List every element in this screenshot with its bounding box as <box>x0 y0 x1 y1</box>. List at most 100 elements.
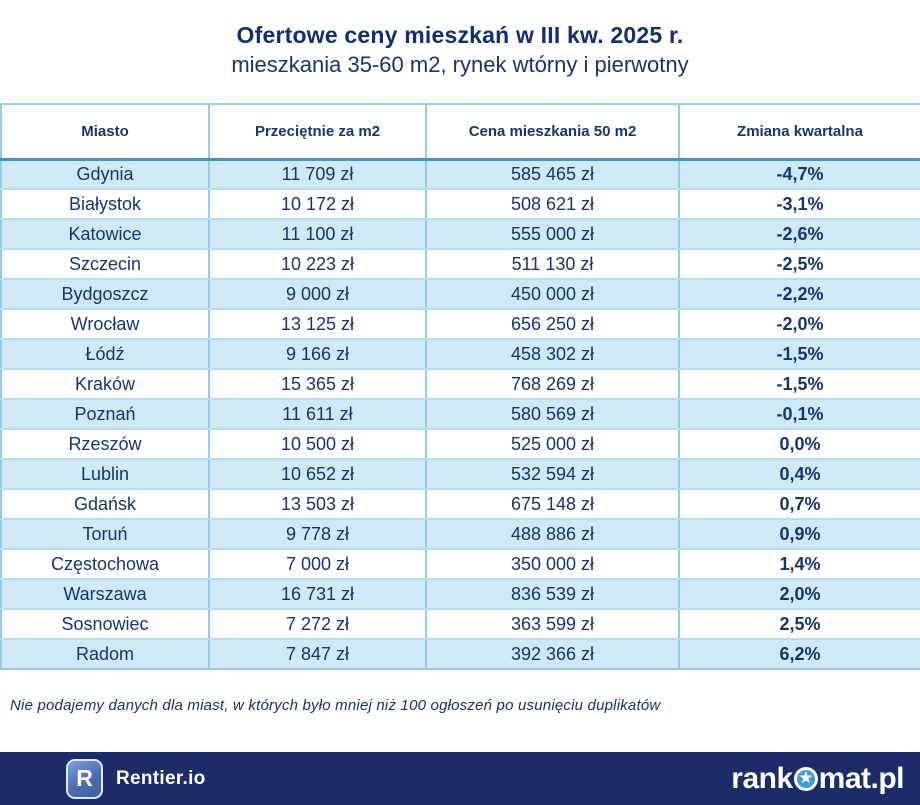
price-per-m2-cell: 9 000 zł <box>209 279 427 310</box>
price-50m2-cell: 580 569 zł <box>426 399 680 430</box>
city-cell: Sosnowiec <box>0 609 210 640</box>
city-cell: Częstochowa <box>0 549 210 580</box>
city-cell: Gdańsk <box>0 489 210 520</box>
table-row: Radom 7 847 zł 392 366 zł 6,2% <box>0 639 920 670</box>
city-cell: Szczecin <box>0 249 210 280</box>
table-row: Gdańsk 13 503 zł 675 148 zł 0,7% <box>0 489 920 520</box>
city-cell: Gdynia <box>0 159 210 190</box>
rentier-logo: R Rentier.io <box>66 758 206 799</box>
column-header-city: Miasto <box>0 103 210 161</box>
price-50m2-cell: 656 250 zł <box>426 309 680 340</box>
table-row: Kraków 15 365 zł 768 269 zł -1,5% <box>0 369 920 400</box>
price-50m2-cell: 525 000 zł <box>426 429 680 460</box>
column-header-quarterly-change: Zmiana kwartalna <box>679 103 920 161</box>
price-50m2-cell: 392 366 zł <box>426 639 680 670</box>
price-per-m2-cell: 10 652 zł <box>209 459 427 490</box>
table-row: Wrocław 13 125 zł 656 250 zł -2,0% <box>0 309 920 340</box>
footnote: Nie podajemy danych dla miast, w których… <box>10 697 661 714</box>
city-cell: Lublin <box>0 459 210 490</box>
price-per-m2-cell: 10 223 zł <box>209 249 427 280</box>
rentier-r-icon: R <box>66 758 103 799</box>
city-cell: Radom <box>0 639 210 670</box>
quarterly-change-cell: 0,9% <box>679 519 920 550</box>
price-50m2-cell: 532 594 zł <box>426 459 680 490</box>
price-per-m2-cell: 11 611 zł <box>209 399 427 430</box>
city-cell: Białystok <box>0 189 210 220</box>
table-row: Katowice 11 100 zł 555 000 zł -2,6% <box>0 219 920 250</box>
quarterly-change-cell: -2,2% <box>679 279 920 310</box>
table-header: Miasto Przeciętnie za m2 Cena mieszkania… <box>0 103 920 161</box>
table-row: Szczecin 10 223 zł 511 130 zł -2,5% <box>0 249 920 280</box>
price-per-m2-cell: 7 272 zł <box>209 609 427 640</box>
table-header-row: Miasto Przeciętnie za m2 Cena mieszkania… <box>0 103 920 161</box>
quarterly-change-cell: 0,7% <box>679 489 920 520</box>
quarterly-change-cell: 2,5% <box>679 609 920 640</box>
price-per-m2-cell: 7 000 zł <box>209 549 427 580</box>
price-50m2-cell: 488 886 zł <box>426 519 680 550</box>
page-title: Ofertowe ceny mieszkań w III kw. 2025 r. <box>236 22 684 48</box>
quarterly-change-cell: -2,5% <box>679 249 920 280</box>
price-50m2-cell: 508 621 zł <box>426 189 680 220</box>
bottom-bar: R Rentier.io rank ★ mat.pl <box>0 752 920 805</box>
price-per-m2-cell: 7 847 zł <box>209 639 427 670</box>
quarterly-change-cell: 0,4% <box>679 459 920 490</box>
price-50m2-cell: 363 599 zł <box>426 609 680 640</box>
header: Ofertowe ceny mieszkań w III kw. 2025 r.… <box>0 0 920 80</box>
price-50m2-cell: 450 000 zł <box>426 279 680 310</box>
price-per-m2-cell: 13 503 zł <box>209 489 427 520</box>
table-row: Sosnowiec 7 272 zł 363 599 zł 2,5% <box>0 609 920 640</box>
table-row: Bydgoszcz 9 000 zł 450 000 zł -2,2% <box>0 279 920 310</box>
table-row: Toruń 9 778 zł 488 886 zł 0,9% <box>0 519 920 550</box>
page-subtitle: mieszkania 35-60 m2, rynek wtórny i pier… <box>231 52 689 77</box>
quarterly-change-cell: 1,4% <box>679 549 920 580</box>
city-cell: Bydgoszcz <box>0 279 210 310</box>
quarterly-change-cell: -1,5% <box>679 369 920 400</box>
table-row: Częstochowa 7 000 zł 350 000 zł 1,4% <box>0 549 920 580</box>
quarterly-change-cell: -1,5% <box>679 339 920 370</box>
table-body: Gdynia 11 709 zł 585 465 zł -4,7% Białystok 1… <box>0 159 920 670</box>
rankomat-star-icon: ★ <box>793 766 818 791</box>
quarterly-change-cell: -3,1% <box>679 189 920 220</box>
price-per-m2-cell: 11 100 zł <box>209 219 427 250</box>
city-cell: Rzeszów <box>0 429 210 460</box>
rentier-label: Rentier.io <box>116 767 206 789</box>
table-row: Gdynia 11 709 zł 585 465 zł -4,7% <box>0 159 920 190</box>
quarterly-change-cell: 2,0% <box>679 579 920 610</box>
price-per-m2-cell: 11 709 zł <box>209 159 427 190</box>
column-header-price-50m2: Cena mieszkania 50 m2 <box>426 103 680 161</box>
price-50m2-cell: 511 130 zł <box>426 249 680 280</box>
prices-table: Miasto Przeciętnie za m2 Cena mieszkania… <box>0 103 920 670</box>
table-row: Łódź 9 166 zł 458 302 zł -1,5% <box>0 339 920 370</box>
price-50m2-cell: 675 148 zł <box>426 489 680 520</box>
table-row: Białystok 10 172 zł 508 621 zł -3,1% <box>0 189 920 220</box>
city-cell: Wrocław <box>0 309 210 340</box>
price-per-m2-cell: 15 365 zł <box>209 369 427 400</box>
quarterly-change-cell: 0,0% <box>679 429 920 460</box>
rankomat-text-prefix: rank <box>731 761 793 795</box>
table-row: Poznań 11 611 zł 580 569 zł -0,1% <box>0 399 920 430</box>
price-per-m2-cell: 10 500 zł <box>209 429 427 460</box>
rankomat-logo: rank ★ mat.pl <box>731 762 904 796</box>
price-50m2-cell: 350 000 zł <box>426 549 680 580</box>
price-50m2-cell: 768 269 zł <box>426 369 680 400</box>
city-cell: Łódź <box>0 339 210 370</box>
price-50m2-cell: 836 539 zł <box>426 579 680 610</box>
quarterly-change-cell: -0,1% <box>679 399 920 430</box>
price-50m2-cell: 458 302 zł <box>426 339 680 370</box>
table-row: Warszawa 16 731 zł 836 539 zł 2,0% <box>0 579 920 610</box>
price-per-m2-cell: 13 125 zł <box>209 309 427 340</box>
city-cell: Kraków <box>0 369 210 400</box>
table-row: Lublin 10 652 zł 532 594 zł 0,4% <box>0 459 920 490</box>
price-per-m2-cell: 16 731 zł <box>209 579 427 610</box>
column-header-price-per-m2: Przeciętnie za m2 <box>209 103 427 161</box>
quarterly-change-cell: -4,7% <box>679 159 920 190</box>
city-cell: Toruń <box>0 519 210 550</box>
city-cell: Poznań <box>0 399 210 430</box>
price-per-m2-cell: 9 778 zł <box>209 519 427 550</box>
city-cell: Katowice <box>0 219 210 250</box>
rankomat-text-suffix: mat.pl <box>818 761 905 795</box>
quarterly-change-cell: -2,6% <box>679 219 920 250</box>
price-per-m2-cell: 9 166 zł <box>209 339 427 370</box>
table-row: Rzeszów 10 500 zł 525 000 zł 0,0% <box>0 429 920 460</box>
